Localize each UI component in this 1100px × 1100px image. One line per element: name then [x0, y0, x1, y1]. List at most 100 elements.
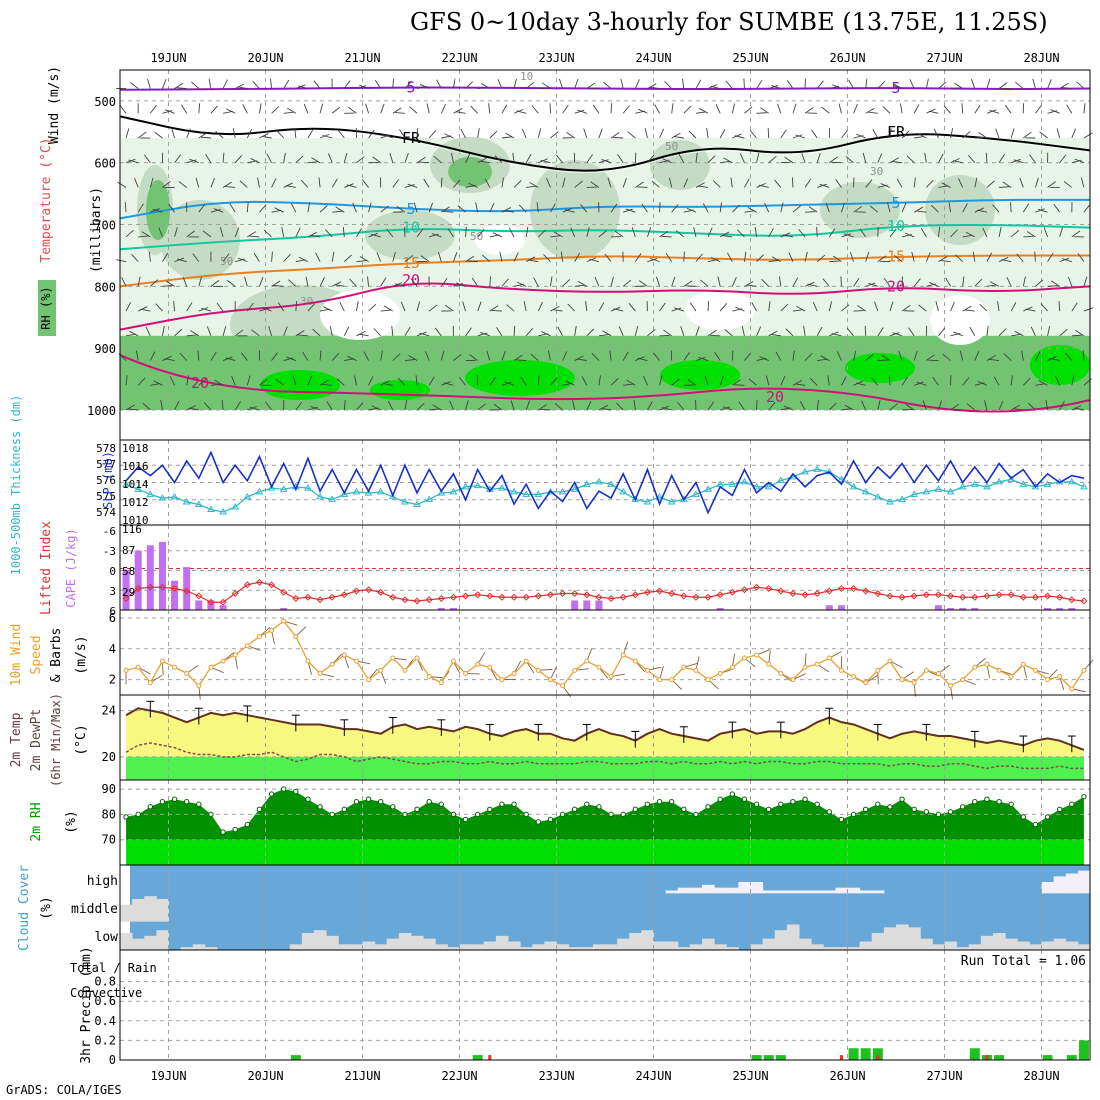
wind10m-point: [620, 652, 626, 658]
thickness-point: [740, 477, 749, 485]
wind-barb: [362, 179, 369, 188]
wind-barb: [307, 406, 318, 411]
wind10m-point: [208, 664, 214, 670]
wind-barb: [683, 105, 692, 114]
cloud-bar-low: [932, 944, 945, 950]
li-point: [728, 588, 736, 596]
wind-barb: [380, 277, 387, 287]
wind-barb: [986, 355, 996, 361]
wind-barb: [610, 276, 614, 287]
rh2m-point: [571, 806, 578, 813]
wind-barb: [562, 351, 568, 361]
wind-barb: [768, 402, 776, 411]
wind-barb: [125, 375, 128, 386]
cloud-bar-low: [459, 944, 473, 950]
cape-tick: 116: [122, 523, 142, 536]
wind-barb: [550, 235, 561, 238]
wind-barb: [1003, 353, 1012, 361]
day-label-top: 20JUN: [247, 51, 283, 65]
rh2m-point: [305, 796, 311, 802]
wind-barb: [671, 307, 682, 312]
wind-barb: [702, 203, 709, 213]
wind-barb: [765, 375, 770, 386]
wind-barb: [962, 276, 965, 287]
wind-barb: [298, 256, 309, 263]
wind-barb: [521, 128, 527, 139]
cloud-bar-low: [520, 947, 533, 950]
wind-barb: [564, 209, 575, 213]
wind-barb: [205, 154, 212, 163]
wind-barb: [812, 301, 818, 312]
thickness-point: [958, 482, 967, 490]
wind-barb: [929, 282, 939, 287]
wind-barb: [865, 251, 870, 262]
thickness-point: [837, 475, 846, 482]
wind-barb: [589, 258, 600, 263]
rh2m-point: [644, 801, 651, 807]
wind-barb: [553, 231, 563, 238]
precip-total-bar: [994, 1055, 1005, 1060]
precip-total-bar: [872, 1048, 883, 1060]
wind-barb: [925, 78, 929, 89]
thickness-point: [255, 487, 264, 495]
wind-barb: [974, 278, 983, 287]
wind-barb: [862, 152, 867, 163]
wind-barb: [744, 178, 750, 188]
thickness-point: [170, 492, 179, 500]
cloud-row-label: high: [87, 874, 118, 889]
cloud-bar-low: [980, 935, 994, 950]
wind-barb: [950, 128, 954, 139]
thickness-point: [704, 485, 712, 492]
y-tick-left: 577: [96, 458, 116, 471]
wind-barb: [896, 178, 903, 188]
thickness-point: [522, 490, 531, 497]
wind-barb: [213, 208, 224, 213]
cloud-bar-low: [1029, 944, 1042, 950]
rh2m-point: [838, 816, 845, 823]
wind-barb: [688, 130, 697, 139]
wind-barb: [489, 376, 497, 386]
wind-barb: [137, 276, 141, 287]
wind-barb: [153, 380, 163, 386]
wind-barb: [307, 375, 312, 386]
wind-barb: [155, 303, 163, 312]
wind-barb: [719, 231, 730, 238]
cloud-bar-low: [568, 947, 582, 950]
wind-barb: [382, 383, 393, 386]
wind-barb: [652, 352, 660, 361]
wind-barb: [440, 350, 445, 361]
wind-barb: [654, 104, 660, 114]
wind-barb: [124, 202, 127, 213]
li-point: [413, 597, 421, 605]
wind-barb: [186, 375, 190, 386]
thickness-point: [898, 495, 906, 502]
y-tick-label: 24: [102, 704, 116, 718]
rh2m-point: [499, 801, 505, 807]
wind-barb: [889, 403, 898, 411]
thickness-point: [764, 482, 773, 490]
wind-barb: [137, 377, 146, 386]
wind-barb: [914, 135, 925, 139]
wind-barb: [756, 254, 764, 262]
wind-barb: [647, 227, 652, 238]
cloud-bar-high: [726, 887, 739, 894]
wind-barb: [853, 310, 864, 312]
wind-barb: [1023, 306, 1033, 312]
rh2m-point: [668, 799, 675, 805]
isotherm-label: FR: [402, 129, 421, 147]
wind-barb: [537, 375, 540, 386]
wind-barb: [659, 202, 661, 213]
wind-barb: [1014, 330, 1024, 337]
wind-barb: [930, 204, 939, 213]
wind-barb: [147, 78, 151, 89]
wind-barb: [355, 301, 359, 312]
thickness-point: [340, 490, 349, 497]
wind-barb: [998, 82, 1008, 89]
cape-bar: [219, 605, 227, 610]
thickness-point: [776, 476, 785, 484]
wind-barb: [370, 233, 381, 238]
wind-barb: [117, 181, 127, 188]
wind-barb: [541, 82, 551, 89]
wind-barb: [359, 256, 369, 263]
